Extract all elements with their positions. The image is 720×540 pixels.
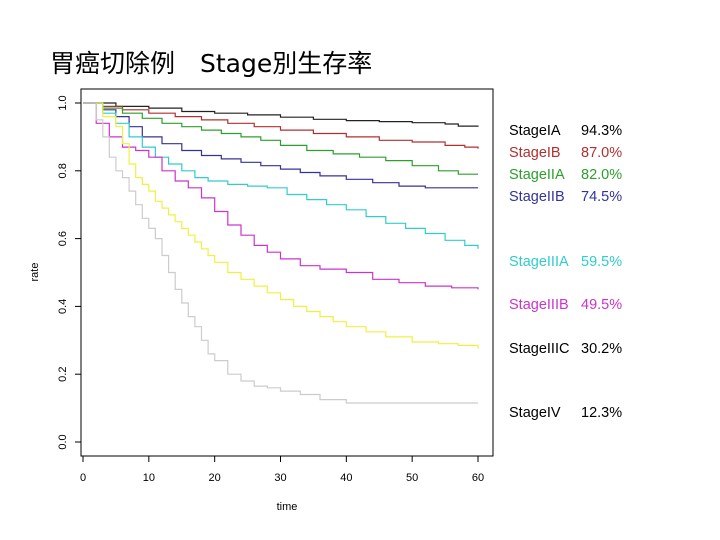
x-axis-label: time (277, 501, 298, 513)
legend-value: 12.3% (581, 405, 623, 421)
legend-entry-stageiiib: StageIIIB 49.5% (509, 297, 622, 313)
legend-entry-stageiia: StageIIA 82.0% (509, 167, 622, 183)
page-title: 胃癌切除例 Stage別生存率 (50, 49, 373, 78)
x-tick-label: 50 (406, 472, 418, 484)
series-line-stageib (83, 102, 479, 149)
legend-label: StageIIA (509, 167, 565, 183)
legend-label: StageIIIA (509, 254, 569, 270)
y-axis: 0.0 0.2 0.4 0.6 0.8 1.0 (57, 95, 81, 450)
y-tick-label: 0.6 (57, 231, 69, 246)
series-line-stageia (83, 102, 479, 127)
series-line-stageiia (83, 102, 478, 175)
x-axis: 0 10 20 30 40 50 60 (80, 456, 484, 484)
legend-value: 30.2% (581, 341, 623, 357)
legend-entry-stageib: StageIB 87.0% (509, 145, 622, 161)
plot-frame (80, 88, 494, 457)
series-line-stageiiib (83, 102, 479, 290)
legend-label: StageIIIB (509, 297, 569, 313)
x-tick-label: 10 (143, 472, 155, 484)
series-line-stageiiic (83, 102, 479, 349)
y-tick-label: 0.4 (57, 299, 69, 314)
legend-value: 87.0% (581, 145, 623, 161)
legend-value: 59.5% (581, 254, 623, 270)
y-tick-label: 0.8 (57, 163, 69, 178)
legend-label: StageIV (509, 405, 561, 421)
series-line-stageiv (83, 102, 478, 404)
legend-value: 82.0% (581, 167, 623, 183)
legend-value: 49.5% (581, 297, 623, 313)
x-tick-label: 20 (209, 472, 221, 484)
legend-value: 94.3% (581, 123, 623, 139)
legend-label: StageIB (509, 145, 561, 161)
legend-label: StageIIIC (509, 341, 570, 357)
y-axis-label: rate (29, 263, 41, 282)
legend-entry-stageiiia: StageIIIA 59.5% (509, 254, 622, 270)
legend-entry-stageiv: StageIV 12.3% (509, 405, 622, 421)
x-tick-label: 40 (340, 472, 352, 484)
y-tick-label: 1.0 (57, 95, 69, 110)
legend-value: 74.5% (581, 189, 623, 205)
series-layer (83, 102, 479, 404)
x-tick-label: 60 (472, 472, 484, 484)
series-line-stageiiia (83, 102, 479, 249)
y-tick-label: 0.2 (57, 367, 69, 382)
legend-entry-stageiib: StageIIB 74.5% (509, 189, 622, 205)
x-tick-label: 30 (274, 472, 286, 484)
legend-entry-stageiiic: StageIIIC 30.2% (509, 341, 622, 357)
legend-entry-stageia: StageIA 94.3% (509, 123, 622, 139)
y-tick-label: 0.0 (57, 434, 69, 449)
legend-label: StageIA (509, 123, 561, 139)
x-tick-label: 0 (80, 472, 86, 484)
legend-label: StageIIB (509, 189, 565, 205)
